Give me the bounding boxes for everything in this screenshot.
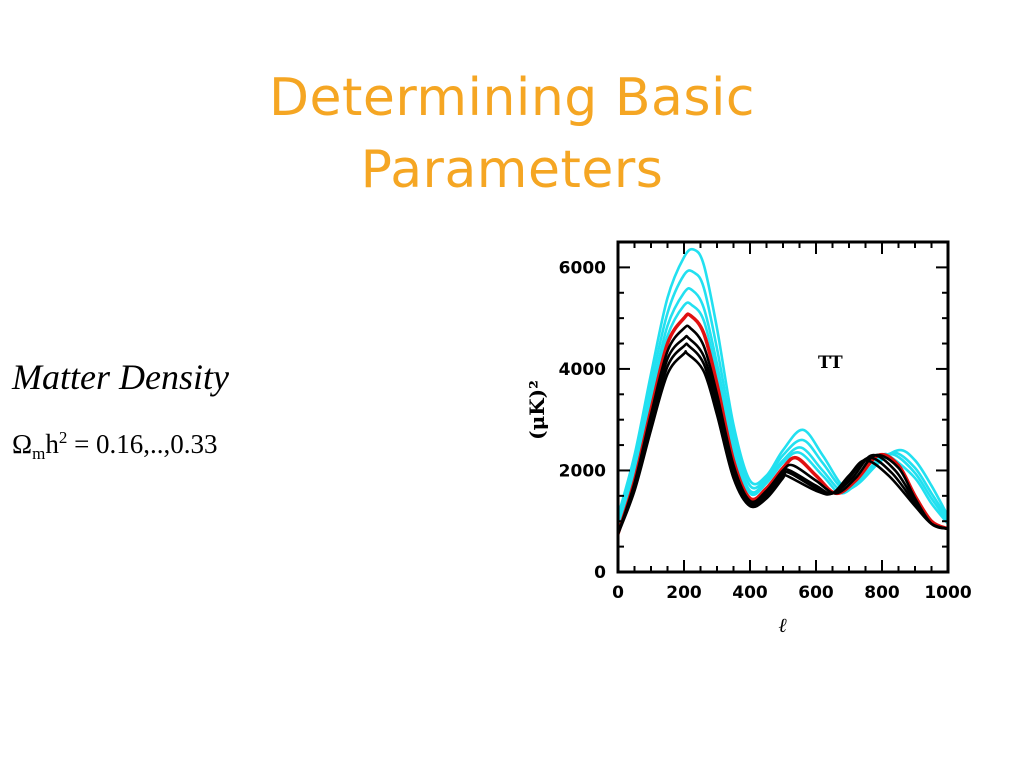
x-axis-label: ℓ xyxy=(779,613,788,637)
plot-frame xyxy=(616,240,950,574)
slide-title: Determining Basic Parameters xyxy=(0,62,1024,206)
matter-density-label: Matter Density xyxy=(12,357,229,397)
formula-values: = 0.16,..,0.33 xyxy=(67,429,218,459)
tt-annotation: TT xyxy=(818,353,843,373)
x-tick-label: 200 xyxy=(666,583,702,603)
omega-subscript: m xyxy=(32,444,46,463)
y-axis-label: (μK)² xyxy=(525,380,549,440)
y-tick-label: 2000 xyxy=(559,461,606,481)
x-tick-label: 600 xyxy=(798,583,834,603)
y-tick-label: 4000 xyxy=(559,360,606,380)
axis-ticks: 0 200 400 600 800 1000 0 2000 4000 6000 xyxy=(559,241,972,603)
series-line-2 xyxy=(618,287,948,525)
series-line-3 xyxy=(618,301,948,527)
series-line-4 xyxy=(618,312,948,535)
series-line-8 xyxy=(618,350,948,535)
title-line-1: Determining Basic xyxy=(268,68,756,128)
y-tick-label: 0 xyxy=(594,563,606,583)
series-line-1 xyxy=(618,269,948,522)
series-line-7 xyxy=(618,342,948,535)
series-line-6 xyxy=(618,334,948,535)
x-tick-label: 1000 xyxy=(924,583,971,603)
h-variable: h xyxy=(45,429,59,459)
series-line-5 xyxy=(618,324,948,535)
x-tick-label: 400 xyxy=(732,583,768,603)
x-tick-label: 0 xyxy=(612,583,624,603)
x-tick-label: 800 xyxy=(864,583,900,603)
y-tick-label: 6000 xyxy=(559,258,606,278)
omega-symbol: Ω xyxy=(12,429,33,459)
plot-lines xyxy=(618,247,948,535)
title-line-2: Parameters xyxy=(360,140,664,200)
h-exponent: 2 xyxy=(58,428,68,447)
omega-formula: Ωmh2 = 0.16,..,0.33 xyxy=(12,428,218,464)
